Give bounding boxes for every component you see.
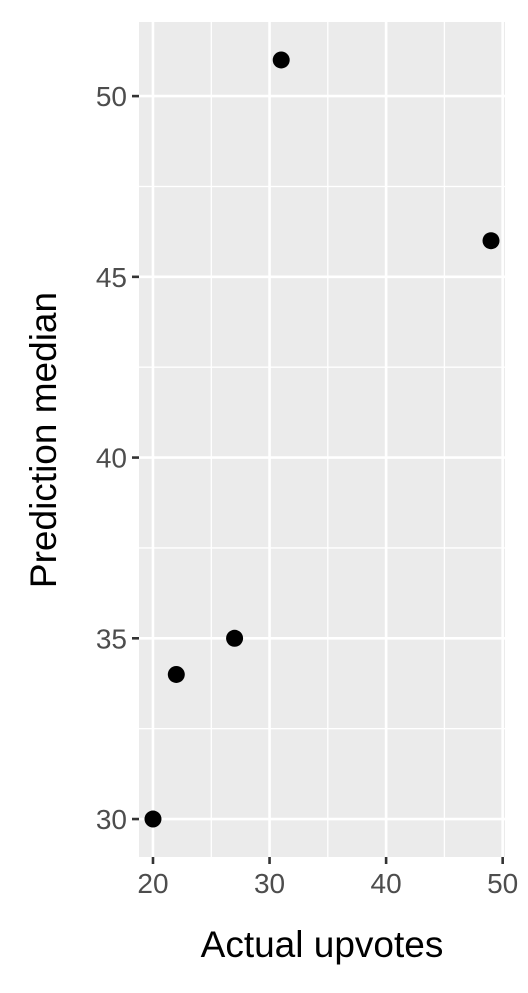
x-tick-label: 50 (487, 868, 518, 899)
x-axis: 20 30 40 50 (137, 857, 518, 899)
plot-panel (139, 22, 505, 857)
x-tick-label: 40 (371, 868, 402, 899)
data-point (167, 665, 185, 683)
data-points (144, 51, 500, 828)
y-axis: 30 35 40 45 50 (96, 81, 139, 835)
y-tick-label: 50 (96, 81, 127, 112)
y-tick-label: 40 (96, 443, 127, 474)
major-gridlines (139, 22, 505, 857)
y-tick-label: 35 (96, 623, 127, 654)
y-tick-label: 45 (96, 262, 127, 293)
x-tick-label: 20 (137, 868, 168, 899)
data-point (144, 810, 162, 828)
y-axis-title: Prediction median (23, 292, 64, 588)
data-point (226, 629, 244, 647)
data-point (272, 51, 290, 69)
x-tick-label: 30 (254, 868, 285, 899)
y-tick-label: 30 (96, 804, 127, 835)
data-point (482, 232, 500, 250)
minor-gridlines (139, 22, 505, 857)
x-axis-title: Actual upvotes (201, 924, 444, 965)
